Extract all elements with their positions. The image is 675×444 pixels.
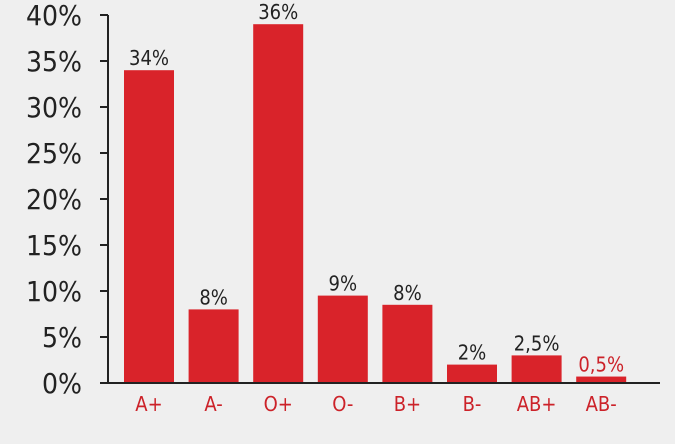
data-label: 8%: [199, 285, 228, 309]
x-tick-label: AB-: [586, 392, 617, 416]
data-label: 8%: [393, 281, 422, 305]
bar-AB+: [511, 355, 562, 383]
y-tick-label: 25%: [26, 137, 82, 170]
bar-B-: [447, 364, 497, 383]
y-tick-label: 10%: [26, 275, 82, 308]
y-tick-label: 20%: [26, 183, 82, 216]
data-labels: 34% 8% 36% 9% 8% 2% 2,5% 0,5%: [129, 0, 624, 376]
bar-AB-: [576, 376, 627, 383]
data-label: 2,5%: [514, 331, 560, 355]
data-label: 0,5%: [578, 353, 624, 377]
bar-A-: [188, 309, 239, 383]
data-label: 34%: [129, 46, 169, 70]
y-axis: 0% 5% 10% 15% 20% 25% 30% 35% 40%: [26, 0, 109, 400]
y-tick-label: 40%: [26, 0, 82, 32]
bars: [124, 24, 627, 383]
y-tick-label: 0%: [42, 367, 82, 400]
x-axis: A+ A- O+ O- B+ B- AB+ AB-: [108, 382, 660, 416]
y-tick-label: 5%: [42, 321, 82, 354]
bar-O-: [317, 295, 368, 383]
y-tick-label: 30%: [26, 91, 82, 124]
x-tick-label: AB+: [517, 392, 557, 416]
y-tick-label: 15%: [26, 229, 82, 262]
bar-A+: [124, 70, 174, 383]
bar-B+: [382, 304, 433, 383]
y-tick-label: 35%: [26, 45, 82, 78]
x-tick-label: B-: [463, 392, 482, 416]
data-label: 2%: [458, 341, 487, 365]
data-label: 36%: [258, 0, 298, 24]
x-tick-label: O+: [264, 392, 293, 416]
x-tick-label: O-: [332, 392, 353, 416]
x-tick-label: A+: [135, 392, 162, 416]
bar-O+: [253, 24, 304, 383]
x-tick-label: A-: [204, 392, 222, 416]
data-label: 9%: [329, 272, 358, 296]
x-tick-label: B+: [394, 392, 421, 416]
